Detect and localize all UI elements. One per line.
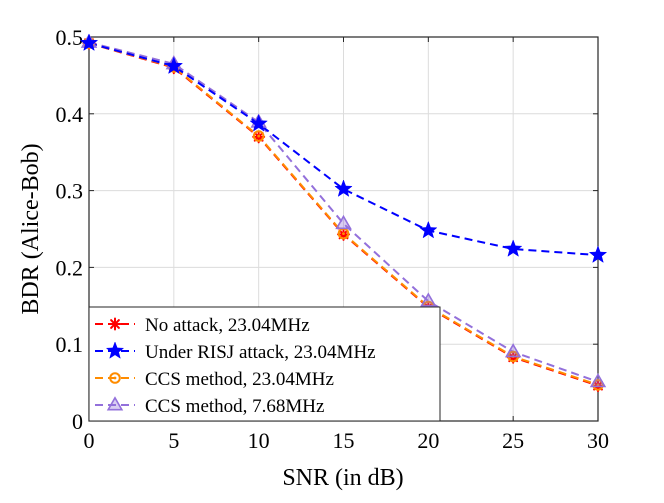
series-layer (79, 33, 608, 393)
x-tick-label: 30 (587, 428, 609, 453)
y-tick-label: 0.5 (56, 25, 84, 50)
x-tick-label: 5 (168, 428, 179, 453)
x-tick-label: 25 (502, 428, 524, 453)
data-point (592, 379, 604, 391)
y-tick-label: 0.1 (56, 332, 84, 357)
legend-marker (105, 341, 125, 359)
legend-marker (109, 372, 121, 384)
legend-label: CCS method, 23.04MHz (145, 369, 334, 390)
legend-box (88, 306, 441, 422)
data-point (504, 343, 522, 358)
legend-marker (108, 317, 122, 331)
x-axis-label: SNR (in dB) (282, 465, 403, 491)
data-point (588, 245, 608, 263)
data-point (335, 214, 352, 230)
x-tick-label: 20 (417, 428, 439, 453)
data-point (503, 239, 523, 257)
y-tick-label: 0.3 (56, 179, 84, 204)
y-tick-label: 0.2 (56, 255, 84, 280)
ticks: 0 5 10 15 20 25 30 0 0.1 0.2 0.3 0.4 0.5 (56, 25, 610, 453)
data-point (334, 179, 353, 197)
legend-label: No attack, 23.04MHz (145, 315, 310, 336)
data-point (589, 373, 607, 388)
legend-label: CCS method, 7.68MHz (145, 396, 324, 417)
legend-marker (106, 396, 124, 411)
data-point (164, 56, 184, 75)
legend: No attack, 23.04MHz Under RISJ attack, 23… (88, 306, 441, 422)
x-tick-label: 15 (333, 428, 355, 453)
y-tick-label: 0.4 (56, 102, 84, 127)
legend-label: Under RISJ attack, 23.04MHz (145, 342, 376, 363)
data-point (252, 130, 265, 142)
x-tick-label: 10 (248, 428, 270, 453)
x-tick-label: 0 (84, 428, 95, 453)
y-tick-label: 0 (72, 409, 83, 434)
data-point (420, 292, 437, 307)
data-point (79, 33, 99, 52)
data-point (249, 114, 268, 132)
data-point (419, 220, 438, 239)
y-axis-label: BDR (Alice-Bob) (18, 143, 44, 314)
